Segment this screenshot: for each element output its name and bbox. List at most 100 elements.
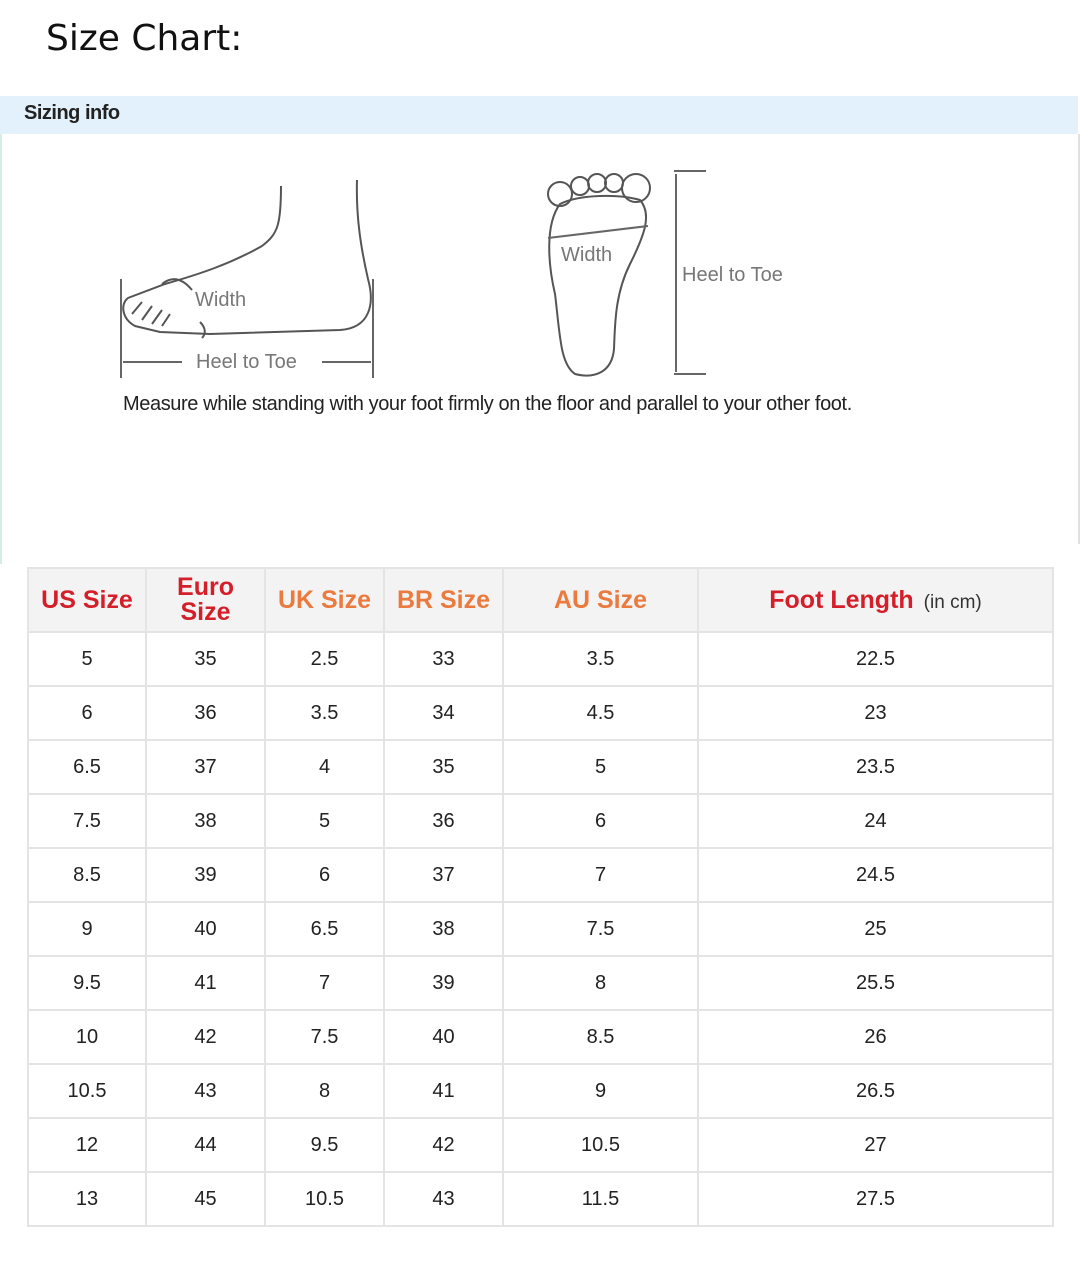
table-cell: 39 [383,955,504,1011]
table-cell: 6.5 [27,739,147,795]
header-foot-length: Foot Length (in cm) [697,567,1054,633]
table-cell: 5 [502,739,699,795]
table-cell: 39 [145,847,266,903]
sizing-info-bar: Sizing info [0,96,1078,134]
table-cell: 5 [27,631,147,687]
table-cell: 10 [27,1009,147,1065]
table-cell: 36 [145,685,266,741]
table-cell: 43 [145,1063,266,1119]
table-cell: 42 [145,1009,266,1065]
divider [0,134,2,564]
table-cell: 10.5 [264,1171,385,1227]
table-cell: 9.5 [264,1117,385,1173]
table-row: 9.5 41 7 39 8 25.5 [27,955,1054,1011]
table-cell: 43 [383,1171,504,1227]
table-cell: 40 [383,1009,504,1065]
table-cell: 35 [383,739,504,795]
table-row: 5 35 2.5 33 3.5 22.5 [27,631,1054,687]
table-cell: 6 [502,793,699,849]
table-row: 9 40 6.5 38 7.5 25 [27,901,1054,957]
table-row: 13 45 10.5 43 11.5 27.5 [27,1171,1054,1227]
table-row: 10 42 7.5 40 8.5 26 [27,1009,1054,1065]
side-length-label: Heel to Toe [196,351,297,373]
table-cell: 33 [383,631,504,687]
table-cell: 26 [697,1009,1054,1065]
side-width-label: Width [195,289,247,311]
foot-length-label: Foot Length [769,585,914,614]
table-cell: 23 [697,685,1054,741]
table-cell: 27 [697,1117,1054,1173]
table-cell: 24.5 [697,847,1054,903]
table-cell: 10.5 [502,1117,699,1173]
table-cell: 12 [27,1117,147,1173]
table-cell: 10.5 [27,1063,147,1119]
table-cell: 35 [145,631,266,687]
table-cell: 27.5 [697,1171,1054,1227]
foot-diagram [120,170,706,378]
table-row: 7.5 38 5 36 6 24 [27,793,1054,849]
size-table: US Size Euro Size UK Size BR Size AU Siz… [27,567,1054,1227]
table-cell: 40 [145,901,266,957]
header-br-size: BR Size [383,567,504,633]
table-row: 6 36 3.5 34 4.5 23 [27,685,1054,741]
divider [1078,134,1080,544]
table-cell: 6 [27,685,147,741]
table-cell: 45 [145,1171,266,1227]
table-cell: 42 [383,1117,504,1173]
header-uk-size: UK Size [264,567,385,633]
table-cell: 38 [145,793,266,849]
table-cell: 6 [264,847,385,903]
table-cell: 25 [697,901,1054,957]
sole-foot-icon [547,170,706,377]
table-cell: 8.5 [502,1009,699,1065]
table-cell: 7 [264,955,385,1011]
table-cell: 8 [502,955,699,1011]
table-cell: 37 [383,847,504,903]
table-cell: 9.5 [27,955,147,1011]
foot-length-unit: (in cm) [923,591,982,613]
table-cell: 8.5 [27,847,147,903]
table-cell: 23.5 [697,739,1054,795]
table-cell: 37 [145,739,266,795]
table-cell: 13 [27,1171,147,1227]
table-cell: 7.5 [502,901,699,957]
sole-width-label: Width [561,244,613,266]
table-cell: 44 [145,1117,266,1173]
table-cell: 22.5 [697,631,1054,687]
table-cell: 7.5 [27,793,147,849]
table-cell: 41 [145,955,266,1011]
table-cell: 3.5 [264,685,385,741]
table-cell: 34 [383,685,504,741]
header-au-size: AU Size [502,567,699,633]
table-row: 10.5 43 8 41 9 26.5 [27,1063,1054,1119]
sizing-info-heading: Sizing info [24,102,120,124]
table-row: 12 44 9.5 42 10.5 27 [27,1117,1054,1173]
side-foot-icon [120,179,374,378]
table-cell: 36 [383,793,504,849]
table-cell: 7 [502,847,699,903]
table-cell: 24 [697,793,1054,849]
table-cell: 9 [27,901,147,957]
header-us-size: US Size [27,567,147,633]
sole-length-label: Heel to Toe [682,264,783,286]
measure-note: Measure while standing with your foot fi… [123,393,852,415]
table-cell: 26.5 [697,1063,1054,1119]
table-row: 6.5 37 4 35 5 23.5 [27,739,1054,795]
table-cell: 4 [264,739,385,795]
table-header-row: US Size Euro Size UK Size BR Size AU Siz… [27,567,1054,633]
header-euro-size: Euro Size [145,567,266,633]
table-cell: 6.5 [264,901,385,957]
table-cell: 5 [264,793,385,849]
table-row: 8.5 39 6 37 7 24.5 [27,847,1054,903]
table-cell: 3.5 [502,631,699,687]
table-cell: 7.5 [264,1009,385,1065]
table-cell: 4.5 [502,685,699,741]
table-cell: 38 [383,901,504,957]
table-cell: 41 [383,1063,504,1119]
table-cell: 8 [264,1063,385,1119]
table-cell: 2.5 [264,631,385,687]
table-cell: 11.5 [502,1171,699,1227]
table-cell: 25.5 [697,955,1054,1011]
page-title: Size Chart: [46,18,243,59]
table-cell: 9 [502,1063,699,1119]
